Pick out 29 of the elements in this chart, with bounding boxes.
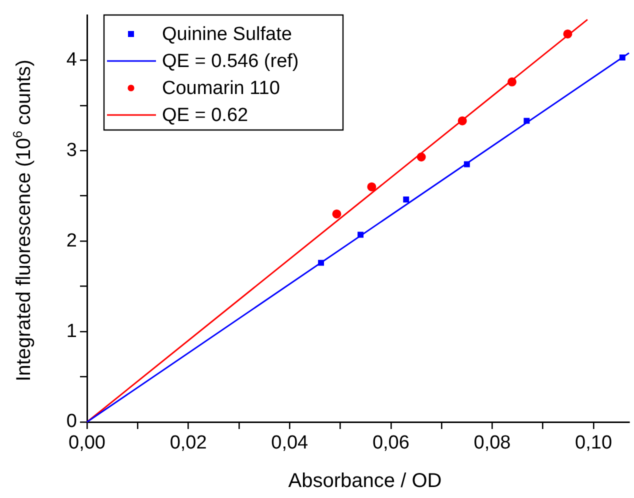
legend-label: QE = 0.546 (ref) (162, 51, 299, 72)
point (358, 232, 364, 238)
point (367, 182, 376, 192)
x-axis-title: Absorbance / OD (288, 470, 442, 492)
point (416, 152, 426, 162)
point (507, 77, 516, 86)
y-tick-label: 4 (66, 49, 78, 70)
point (332, 209, 342, 218)
x-tick-label: 0,02 (170, 432, 207, 454)
legend-label: Quinine Sulfate (162, 24, 292, 46)
y-axis-title: Integrated fluorescence (106 counts) (10, 60, 35, 382)
legend-label: Coumarin 110 (162, 78, 280, 100)
point (563, 29, 572, 38)
point (403, 196, 410, 202)
x-tick-label: 0,10 (575, 432, 612, 454)
point (524, 118, 530, 124)
legend-label: QE = 0.62 (162, 105, 248, 126)
y-tick-label: 0 (66, 411, 77, 432)
point (318, 260, 324, 266)
y-tick-label: 3 (66, 140, 77, 161)
x-tick-label: 0,00 (68, 432, 106, 454)
point (619, 54, 626, 60)
y-tick-label: 1 (66, 320, 77, 342)
y-tick-label: 2 (66, 230, 77, 252)
point (458, 116, 467, 126)
x-tick-label: 0,04 (271, 432, 309, 454)
point (464, 161, 470, 168)
x-tick-label: 0,08 (474, 432, 511, 454)
x-tick-label: 0,06 (372, 432, 410, 454)
